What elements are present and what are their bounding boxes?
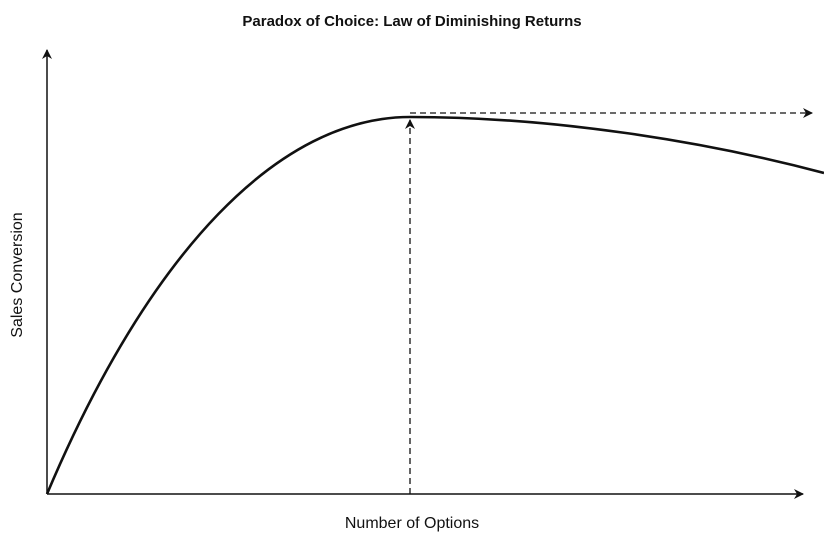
x-axis-label: Number of Options <box>345 515 479 532</box>
title: Paradox of Choice: Law of Diminishing Re… <box>242 13 581 30</box>
y-axis-label: Sales Conversion <box>9 212 26 337</box>
curve <box>45 115 824 495</box>
